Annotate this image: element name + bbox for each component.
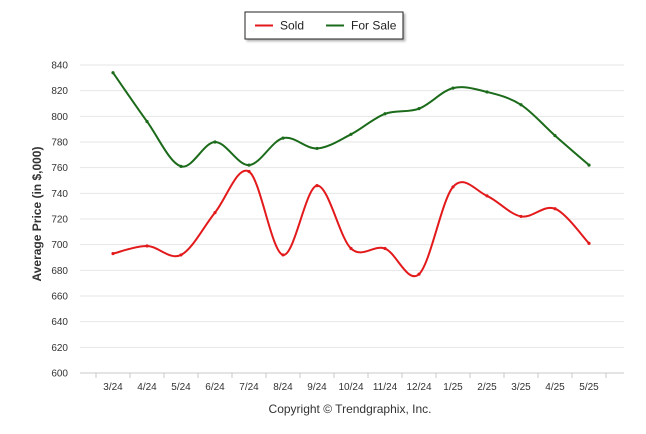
data-point-for-sale[interactable] xyxy=(383,112,387,116)
data-point-sold[interactable] xyxy=(281,253,285,257)
data-point-sold[interactable] xyxy=(349,246,353,251)
x-tick-label: 11/24 xyxy=(373,382,398,393)
data-point-sold[interactable] xyxy=(485,194,489,198)
x-tick-label: 12/24 xyxy=(406,382,431,393)
x-tick-label: 1/25 xyxy=(443,382,463,393)
legend[interactable]: Sold For Sale xyxy=(244,11,404,40)
data-point-sold[interactable] xyxy=(451,185,455,189)
x-tick-label: 3/25 xyxy=(511,382,531,393)
data-point-for-sale[interactable] xyxy=(451,86,455,90)
x-tick-label: 6/24 xyxy=(205,382,225,393)
legend-label-sold[interactable]: Sold xyxy=(280,19,304,33)
data-point-for-sale[interactable] xyxy=(315,146,319,151)
x-tick-label: 4/25 xyxy=(545,382,565,393)
x-tick-label: 8/24 xyxy=(273,382,293,393)
data-point-for-sale[interactable] xyxy=(553,133,557,138)
series-line-for-sale[interactable] xyxy=(112,72,590,168)
y-tick-label: 820 xyxy=(51,86,68,97)
data-point-sold[interactable] xyxy=(553,207,557,211)
y-tick-label: 800 xyxy=(51,112,68,123)
grid xyxy=(80,64,624,374)
data-point-sold[interactable] xyxy=(145,244,149,248)
data-point-for-sale[interactable] xyxy=(587,163,591,167)
y-tick-label: 740 xyxy=(51,189,68,200)
y-tick-label: 720 xyxy=(51,215,68,226)
y-tick-label: 620 xyxy=(51,343,68,354)
y-tick-label: 660 xyxy=(51,292,68,303)
data-point-sold[interactable] xyxy=(417,272,421,276)
x-tick-label: 10/24 xyxy=(338,382,363,393)
data-point-for-sale[interactable] xyxy=(247,163,251,167)
data-point-sold[interactable] xyxy=(315,184,319,188)
series-line-sold[interactable] xyxy=(112,169,590,278)
x-tick-label: 5/25 xyxy=(579,382,599,393)
data-point-sold[interactable] xyxy=(587,241,591,245)
x-tick-label: 4/24 xyxy=(137,382,157,393)
data-point-for-sale[interactable] xyxy=(485,90,489,94)
data-point-sold[interactable] xyxy=(111,252,115,256)
x-tick-label: 7/24 xyxy=(239,382,259,393)
series xyxy=(111,71,591,278)
x-tick-label: 5/24 xyxy=(171,382,191,393)
data-point-sold[interactable] xyxy=(179,253,183,257)
axes: 600 620 640 660 680 700 720 740 760 780 800 820 840 3… xyxy=(51,61,624,393)
data-point-for-sale[interactable] xyxy=(145,119,149,124)
data-point-for-sale[interactable] xyxy=(213,140,217,144)
y-axis-title: Average Price (in $,000) xyxy=(30,147,44,282)
data-point-sold[interactable] xyxy=(383,246,387,251)
data-point-for-sale[interactable] xyxy=(111,71,115,75)
data-point-for-sale[interactable] xyxy=(519,103,523,107)
data-point-for-sale[interactable] xyxy=(417,107,421,111)
x-tick-label: 9/24 xyxy=(307,382,327,393)
y-tick-label: 760 xyxy=(51,163,68,174)
data-point-sold[interactable] xyxy=(213,210,217,215)
y-tick-label: 680 xyxy=(51,266,68,277)
legend-label-for-sale[interactable]: For Sale xyxy=(351,19,397,33)
y-tick-label: 700 xyxy=(51,240,68,251)
data-point-sold[interactable] xyxy=(519,214,523,219)
data-point-sold[interactable] xyxy=(247,169,251,174)
y-tick-label: 780 xyxy=(51,138,68,149)
copyright-text: Copyright © Trendgraphix, Inc. xyxy=(269,402,432,416)
y-tick-label: 840 xyxy=(51,61,68,72)
y-tick-label: 640 xyxy=(51,317,68,328)
x-tick-label: 2/25 xyxy=(477,382,497,393)
data-point-for-sale[interactable] xyxy=(281,136,285,140)
data-point-for-sale[interactable] xyxy=(349,132,353,136)
x-tick-label: 3/24 xyxy=(103,382,123,393)
y-tick-label: 600 xyxy=(51,369,68,380)
data-point-for-sale[interactable] xyxy=(179,164,183,168)
